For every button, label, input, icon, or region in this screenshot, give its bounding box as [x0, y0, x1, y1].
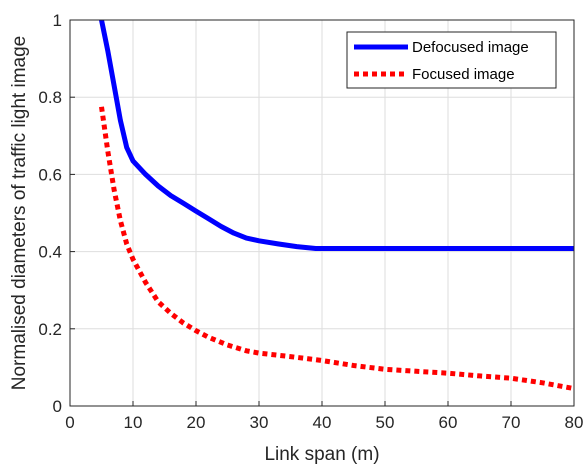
- legend-box: [346, 31, 557, 89]
- series-line-defocused: [99, 19, 574, 251]
- y-tick-label: 1: [53, 11, 62, 30]
- y-tick-label: 0.4: [38, 243, 62, 262]
- legend-label-focused: Focused image: [412, 66, 515, 83]
- x-tick-label: 70: [502, 413, 521, 432]
- x-tick-label: 40: [313, 413, 332, 432]
- y-tick-label: 0.2: [38, 320, 62, 339]
- y-tick-label: 0.6: [38, 165, 62, 184]
- y-tick-label: 0: [53, 397, 62, 416]
- legend: Defocused image Focused image: [346, 31, 557, 89]
- x-tick-label: 50: [376, 413, 395, 432]
- x-tick-label: 20: [187, 413, 206, 432]
- y-tick-label: 0.8: [38, 88, 62, 107]
- x-tick-label: 60: [439, 413, 458, 432]
- y-axis-ticks: 0 0.2 0.4 0.6 0.8 1: [38, 11, 75, 416]
- series-layer: [99, 19, 575, 392]
- y-axis-label: Normalised diameters of traffic light im…: [9, 36, 30, 390]
- x-tick-label: 10: [124, 413, 143, 432]
- series-line-focused: [99, 106, 575, 392]
- x-axis-label: Link span (m): [264, 444, 379, 465]
- x-tick-label: 30: [250, 413, 269, 432]
- x-tick-label: 0: [65, 413, 74, 432]
- x-axis-ticks: 0 10 20 30 40 50 60 70 80: [65, 401, 583, 432]
- x-tick-label: 80: [565, 413, 584, 432]
- legend-label-defocused: Defocused image: [412, 39, 529, 56]
